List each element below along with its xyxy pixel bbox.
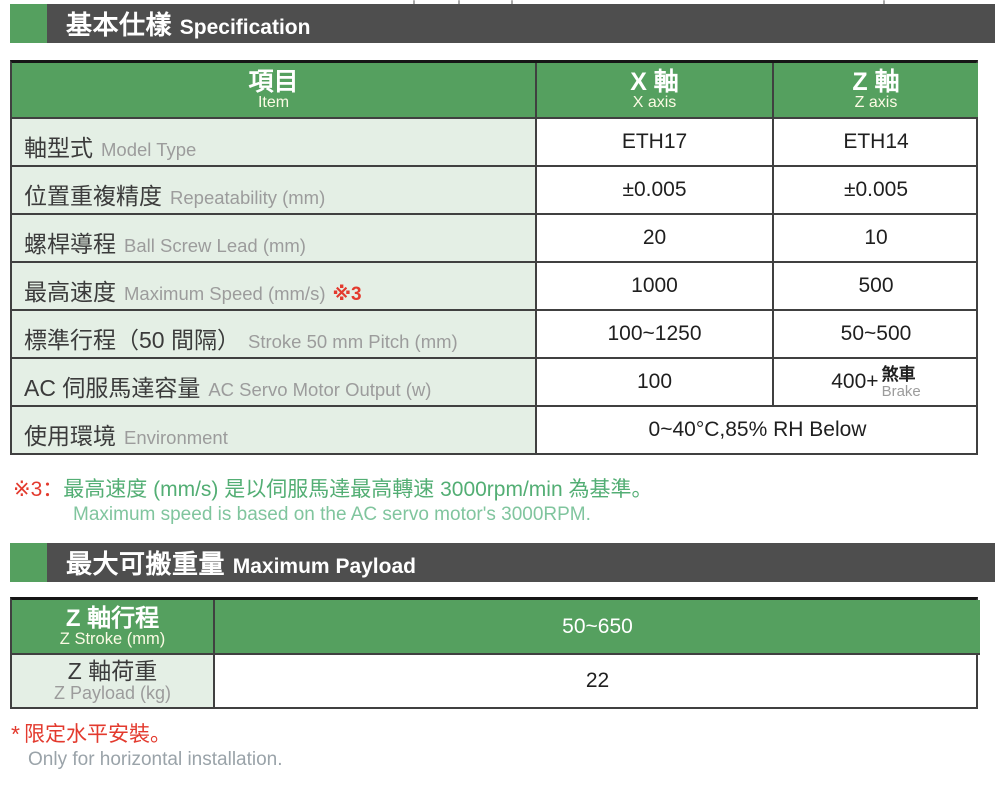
note3-text-en: Maximum speed is based on the AC servo m…	[73, 504, 591, 525]
specification-table: 項目 Item X 軸 X axis Z 軸 Z axis 軸型式 Model …	[10, 60, 978, 455]
payload-table: Z 軸行程 Z Stroke (mm) 50~650 Z 軸荷重 Z Paylo…	[10, 597, 980, 709]
note3-marker-ref: ※3	[332, 284, 362, 305]
row-label-stroke: 標準行程（50 間隔） Stroke 50 mm Pitch (mm)	[12, 309, 535, 357]
col-header-x-axis: X 軸 X axis	[535, 63, 772, 117]
servo-output-z-value: 400+	[831, 370, 879, 393]
servo-output-z: 400+ 煞車 Brake	[772, 357, 978, 405]
section-title-en: Specification	[179, 16, 311, 39]
footnote-asterisk: *	[11, 721, 20, 747]
col-header-item-en: Item	[257, 94, 290, 111]
maximum-speed-x: 1000	[535, 261, 772, 309]
section-title: 基本仕樣 Specification	[66, 5, 310, 42]
repeatability-z: ±0.005	[772, 165, 978, 213]
z-payload-label: Z 軸荷重 Z Payload (kg)	[12, 653, 213, 707]
row-label-repeatability: 位置重複精度 Repeatability (mm)	[12, 165, 535, 213]
green-accent-square	[10, 4, 47, 43]
col-header-x-zh: X 軸	[630, 68, 679, 96]
note3-marker: ※3：	[13, 478, 64, 501]
col-header-z-axis: Z 軸 Z axis	[772, 63, 978, 117]
section2-title-zh: 最大可搬重量	[66, 549, 226, 579]
stroke-x: 100~1250	[535, 309, 772, 357]
footnote-text-en: Only for horizontal installation.	[28, 749, 283, 770]
model-type-x: ETH17	[535, 117, 772, 165]
row-label-servo-output: AC 伺服馬達容量 AC Servo Motor Output (w)	[12, 357, 535, 405]
z-stroke-label: Z 軸行程 Z Stroke (mm)	[12, 600, 213, 653]
environment-value: 0~40°C,85% RH Below	[535, 405, 978, 453]
footnote-text-zh: 限定水平安裝。	[23, 723, 171, 746]
note3: ※3：最高速度 (mm/s) 是以伺服馬達最高轉速 3000rpm/min 為基…	[13, 477, 652, 527]
section-title: 最大可搬重量 Maximum Payload	[66, 544, 416, 581]
note3-text-zh: 最高速度 (mm/s) 是以伺服馬達最高轉速 3000rpm/min 為基準。	[63, 478, 653, 501]
col-header-x-en: X axis	[632, 94, 677, 111]
maximum-speed-z: 500	[772, 261, 978, 309]
col-header-item-zh: 項目	[248, 68, 299, 96]
ball-screw-lead-x: 20	[535, 213, 772, 261]
col-header-item: 項目 Item	[12, 63, 535, 117]
z-payload-value: 22	[213, 653, 980, 707]
servo-output-x: 100	[535, 357, 772, 405]
repeatability-x: ±0.005	[535, 165, 772, 213]
row-label-model-type: 軸型式 Model Type	[12, 117, 535, 165]
brake-note: 煞車 Brake	[881, 364, 921, 400]
green-accent-square	[10, 543, 47, 582]
col-header-z-en: Z axis	[854, 94, 898, 111]
cropped-text-fragment	[0, 0, 995, 7]
section2-title-en: Maximum Payload	[232, 555, 416, 578]
footnote: * 限定水平安裝。 Only for horizontal installatio…	[11, 721, 283, 772]
row-label-maximum-speed: 最高速度 Maximum Speed (mm/s) ※3	[12, 261, 535, 309]
z-stroke-value: 50~650	[213, 600, 980, 653]
ball-screw-lead-z: 10	[772, 213, 978, 261]
section-header-maximum-payload: 最大可搬重量 Maximum Payload	[10, 543, 995, 582]
section-header-specification: 基本仕樣 Specification	[10, 4, 995, 43]
col-header-z-zh: Z 軸	[852, 68, 900, 96]
section-title-zh: 基本仕樣	[66, 10, 173, 40]
stroke-z: 50~500	[772, 309, 978, 357]
row-label-ball-screw-lead: 螺桿導程 Ball Screw Lead (mm)	[12, 213, 535, 261]
row-label-environment: 使用環境 Environment	[12, 405, 535, 453]
model-type-z: ETH14	[772, 117, 978, 165]
